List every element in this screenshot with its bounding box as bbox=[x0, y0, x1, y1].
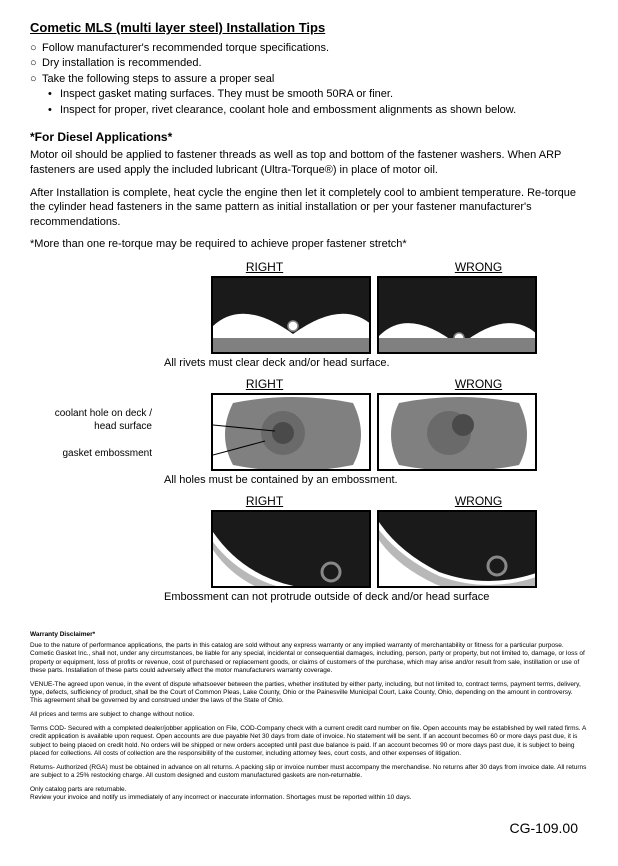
disclaimer-head: Warranty Disclaimer* bbox=[30, 631, 588, 639]
fig-protrude-right bbox=[211, 510, 371, 588]
fig-hole-wrong bbox=[377, 393, 537, 471]
fig-protrude-wrong bbox=[377, 510, 537, 588]
figure-row-holes: coolant hole on deck / head surface gask… bbox=[30, 377, 588, 486]
wrong-label: WRONG bbox=[455, 494, 502, 508]
diesel-para: Motor oil should be applied to fastener … bbox=[30, 148, 588, 178]
fig-caption: All rivets must clear deck and/or head s… bbox=[160, 357, 588, 369]
bullet-text: Follow manufacturer's recommended torque… bbox=[42, 41, 329, 56]
wrong-label: WRONG bbox=[455, 377, 502, 391]
subbullet-text: Inspect for proper, rivet clearance, coo… bbox=[60, 103, 516, 118]
callout-embossment: gasket embossment bbox=[30, 447, 152, 460]
page-title: Cometic MLS (multi layer steel) Installa… bbox=[30, 20, 588, 35]
fig-hole-right bbox=[211, 393, 371, 471]
right-label: RIGHT bbox=[246, 260, 283, 274]
page-number: CG-109.00 bbox=[30, 820, 588, 836]
fig-caption: All holes must be contained by an emboss… bbox=[160, 474, 588, 486]
fig-caption: Embossment can not protrude outside of d… bbox=[160, 591, 588, 603]
disclaimer-block: Warranty Disclaimer* Due to the nature o… bbox=[30, 631, 588, 802]
diesel-para: After Installation is complete, heat cyc… bbox=[30, 186, 588, 231]
fig-rivet-wrong bbox=[377, 276, 537, 354]
bullet-text: Dry installation is recommended. bbox=[42, 56, 202, 71]
bullet-text: Take the following steps to assure a pro… bbox=[42, 72, 274, 87]
disclaimer-text: Returns- Authorized (RGA) must be obtain… bbox=[30, 764, 588, 780]
wrong-label: WRONG bbox=[455, 260, 502, 274]
fig-rivet-right bbox=[211, 276, 371, 354]
bullet-list: ○Follow manufacturer's recommended torqu… bbox=[30, 41, 588, 118]
right-label: RIGHT bbox=[246, 377, 283, 391]
right-label: RIGHT bbox=[246, 494, 283, 508]
disclaimer-text: VENUE-The agreed upon venue, in the even… bbox=[30, 681, 588, 705]
retorque-note: *More than one re-torque may be required… bbox=[30, 238, 588, 250]
figure-row-protrude: RIGHT WRONG bbox=[30, 494, 588, 603]
diesel-heading: *For Diesel Applications* bbox=[30, 130, 588, 144]
callout-coolant-hole: coolant hole on deck / head surface bbox=[30, 407, 152, 433]
subbullet-text: Inspect gasket mating surfaces. They mus… bbox=[60, 87, 393, 102]
disclaimer-text: All prices and terms are subject to chan… bbox=[30, 711, 588, 719]
figures-area: RIGHT WRONG bbox=[30, 260, 588, 603]
disclaimer-text: Terms COD- Secured with a completed deal… bbox=[30, 725, 588, 758]
disclaimer-text: Due to the nature of performance applica… bbox=[30, 642, 588, 675]
figure-row-rivets: RIGHT WRONG bbox=[30, 260, 588, 369]
